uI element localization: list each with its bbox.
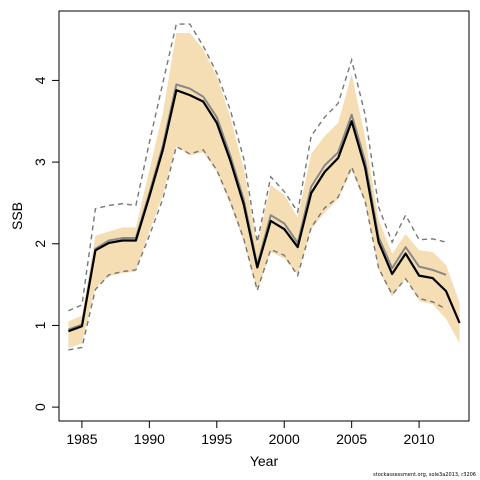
x-axis: 1985 1990 1995 2000 2005 2010: [66, 421, 435, 447]
y-tick-label: 2: [32, 240, 48, 248]
estimate-lines-layer: [68, 83, 461, 333]
previous-confidence-bounds-layer: [68, 23, 447, 351]
x-axis-title: Year: [250, 453, 279, 469]
ssb-estimate-line: [68, 89, 461, 333]
x-tick-label: 1985: [66, 431, 97, 447]
x-tick-label: 1990: [134, 431, 165, 447]
confidence-band: [68, 33, 460, 349]
confidence-band-layer: [68, 33, 460, 349]
y-tick-label: 3: [32, 158, 48, 166]
x-tick-label: 1995: [201, 431, 232, 447]
y-axis-title: SSB: [9, 202, 25, 230]
y-tick-label: 4: [32, 76, 48, 84]
previous-upper-bound-line: [68, 23, 447, 312]
source-footnote: stockassessment.org, sole3a2013, r3206: [373, 472, 476, 478]
plot-frame: [58, 10, 470, 422]
x-tick-label: 2005: [336, 431, 367, 447]
previous-estimate-line: [68, 83, 447, 331]
x-tick-label: 2000: [269, 431, 300, 447]
y-tick-label: 1: [32, 321, 48, 329]
y-tick-label: 0: [32, 403, 48, 411]
y-axis: 0 1 2 3 4: [32, 76, 59, 411]
x-tick-label: 2010: [404, 431, 435, 447]
